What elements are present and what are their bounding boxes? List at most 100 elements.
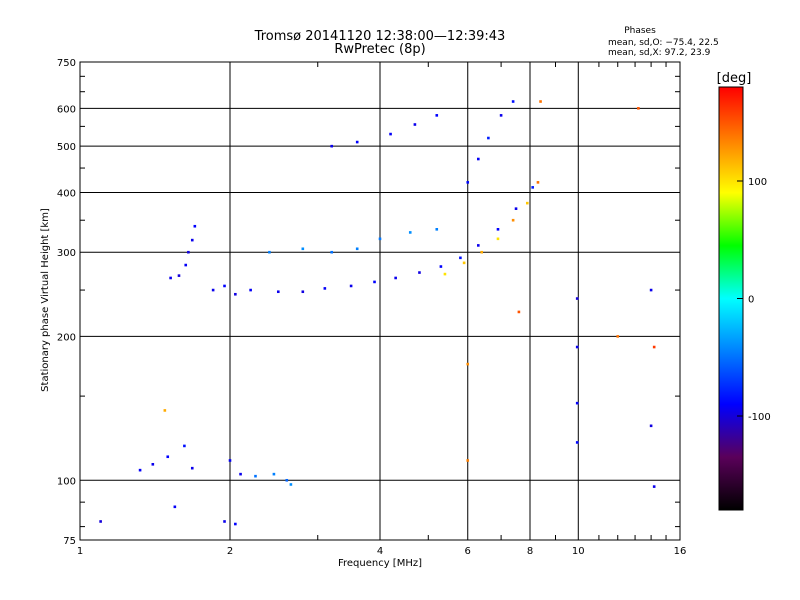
data-point bbox=[652, 345, 656, 349]
data-point bbox=[228, 459, 232, 462]
data-point bbox=[462, 261, 466, 265]
data-point bbox=[373, 280, 376, 284]
data-point bbox=[177, 274, 181, 277]
data-point bbox=[289, 483, 293, 486]
data-point bbox=[355, 247, 359, 251]
y-axis-label: Stationary phase Virtual Height [km] bbox=[40, 208, 51, 392]
data-point bbox=[539, 100, 542, 103]
data-point bbox=[389, 132, 392, 136]
data-point bbox=[99, 520, 102, 523]
x-tick-label: 1 bbox=[77, 546, 83, 557]
y-tick-label: 400 bbox=[57, 188, 76, 199]
data-point bbox=[652, 485, 656, 488]
data-point bbox=[575, 401, 579, 405]
data-point bbox=[499, 114, 503, 117]
colorbar-tick-label: 100 bbox=[748, 177, 767, 188]
data-point bbox=[187, 250, 190, 254]
data-point bbox=[649, 288, 653, 292]
x-tick-label: 8 bbox=[527, 546, 533, 557]
data-point bbox=[511, 218, 515, 222]
data-point bbox=[173, 505, 177, 509]
data-point bbox=[249, 288, 252, 292]
data-point bbox=[151, 463, 155, 466]
chart-subtitle: RwPretec (8p) bbox=[334, 42, 425, 57]
data-point bbox=[477, 157, 480, 161]
data-point bbox=[496, 228, 500, 231]
data-point bbox=[234, 522, 237, 526]
data-point bbox=[408, 231, 412, 234]
phase-o-stats: mean, sd,O: −75.4, 22.5 bbox=[608, 38, 719, 48]
data-point bbox=[413, 123, 417, 126]
x-tick-label: 2 bbox=[227, 546, 233, 557]
data-point bbox=[496, 237, 500, 241]
data-point bbox=[480, 250, 484, 254]
data-point bbox=[285, 478, 289, 482]
data-point bbox=[418, 271, 421, 274]
data-point bbox=[223, 520, 226, 523]
phase-x-stats: mean, sd,X: 97.2, 23.9 bbox=[608, 48, 711, 58]
data-point bbox=[466, 362, 470, 366]
data-point bbox=[394, 276, 397, 280]
y-tick-label: 200 bbox=[57, 332, 76, 343]
y-tick-label: 500 bbox=[57, 142, 76, 153]
y-tick-label: 75 bbox=[63, 536, 76, 547]
data-point bbox=[223, 284, 226, 288]
y-tick-label: 100 bbox=[57, 476, 76, 487]
data-point bbox=[301, 290, 305, 294]
data-point bbox=[355, 140, 359, 144]
data-point bbox=[349, 284, 353, 288]
data-point bbox=[254, 474, 257, 478]
data-point bbox=[138, 468, 142, 472]
data-point bbox=[525, 201, 529, 205]
colorbar-tick-label: 0 bbox=[748, 295, 754, 306]
x-tick-label: 16 bbox=[674, 546, 687, 557]
data-point bbox=[268, 250, 271, 254]
data-point bbox=[466, 459, 470, 462]
data-point bbox=[575, 297, 579, 300]
x-tick-label: 4 bbox=[377, 546, 383, 557]
data-point bbox=[190, 238, 194, 242]
x-tick-label: 10 bbox=[572, 546, 585, 557]
data-point bbox=[637, 107, 640, 110]
data-point bbox=[239, 472, 242, 476]
data-point bbox=[330, 250, 334, 254]
data-point bbox=[211, 288, 215, 292]
data-point bbox=[301, 247, 305, 251]
data-point bbox=[163, 409, 167, 412]
data-point bbox=[459, 256, 462, 260]
data-point bbox=[184, 263, 188, 267]
data-point bbox=[378, 237, 382, 241]
data-point bbox=[531, 186, 534, 189]
phase-heading: Phases bbox=[624, 26, 656, 36]
data-point bbox=[517, 310, 521, 314]
x-axis-label: Frequency [MHz] bbox=[338, 558, 422, 569]
data-point bbox=[511, 100, 515, 103]
data-point bbox=[616, 335, 620, 338]
data-point bbox=[477, 244, 480, 247]
data-point bbox=[649, 424, 653, 428]
data-point bbox=[234, 292, 237, 296]
data-point bbox=[169, 276, 172, 280]
data-point bbox=[166, 455, 170, 459]
y-tick-label: 600 bbox=[57, 104, 76, 115]
data-point bbox=[575, 345, 579, 349]
data-point bbox=[330, 144, 334, 148]
data-point bbox=[435, 114, 439, 117]
data-point bbox=[272, 472, 276, 476]
data-point bbox=[323, 287, 327, 290]
colorbar-label: [deg] bbox=[717, 71, 752, 86]
data-point bbox=[435, 228, 439, 231]
data-point bbox=[514, 207, 518, 210]
data-point bbox=[443, 272, 447, 276]
chart-title: Tromsø 20141120 12:38:00—12:39:43 bbox=[254, 29, 506, 44]
x-tick-label: 6 bbox=[465, 546, 471, 557]
data-point bbox=[575, 441, 579, 444]
data-point bbox=[193, 224, 197, 228]
y-tick-label: 750 bbox=[57, 58, 76, 69]
data-point bbox=[466, 181, 470, 184]
data-point bbox=[439, 265, 443, 268]
data-point bbox=[276, 290, 280, 294]
data-point bbox=[190, 466, 194, 470]
data-point bbox=[487, 136, 490, 140]
